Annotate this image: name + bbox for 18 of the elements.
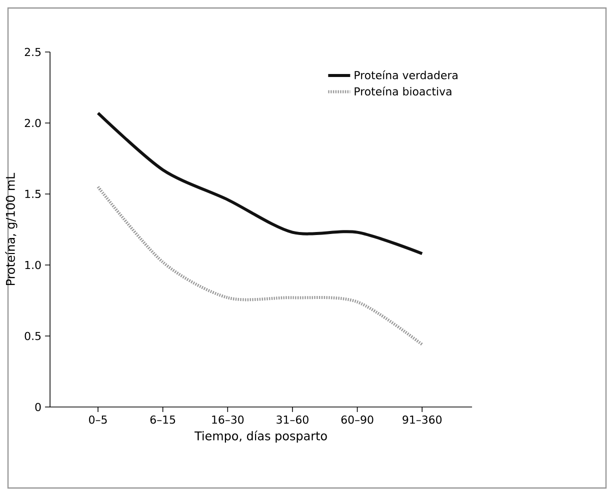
x-tick-label: 91–360 [402, 416, 442, 424]
y-tick-label: 2.0 [24, 118, 41, 128]
y-tick-label: 0.5 [24, 332, 41, 340]
x-tick-label: 16–30 [212, 416, 244, 424]
x-tick-label: 6–15 [150, 416, 176, 424]
legend-label: Proteína bioactiva [354, 86, 452, 96]
x-tick-label: 31–60 [276, 416, 308, 424]
x-axis-title: Tiempo, días posparto [194, 430, 327, 443]
y-tick-label: 1.5 [25, 190, 41, 198]
y-tick-label: 1.0 [25, 260, 41, 270]
x-tick-label: 0–5 [89, 416, 107, 424]
x-tick-label: 60–90 [341, 416, 374, 424]
line-series [96, 112, 424, 256]
y-axis-title: Proteína, g/100 mL [5, 172, 18, 285]
y-tick-label: 0 [35, 402, 41, 412]
y-tick-label: 2.5 [24, 48, 41, 56]
legend-label: Proteína verdadera [354, 70, 458, 80]
line-series [96, 185, 424, 346]
